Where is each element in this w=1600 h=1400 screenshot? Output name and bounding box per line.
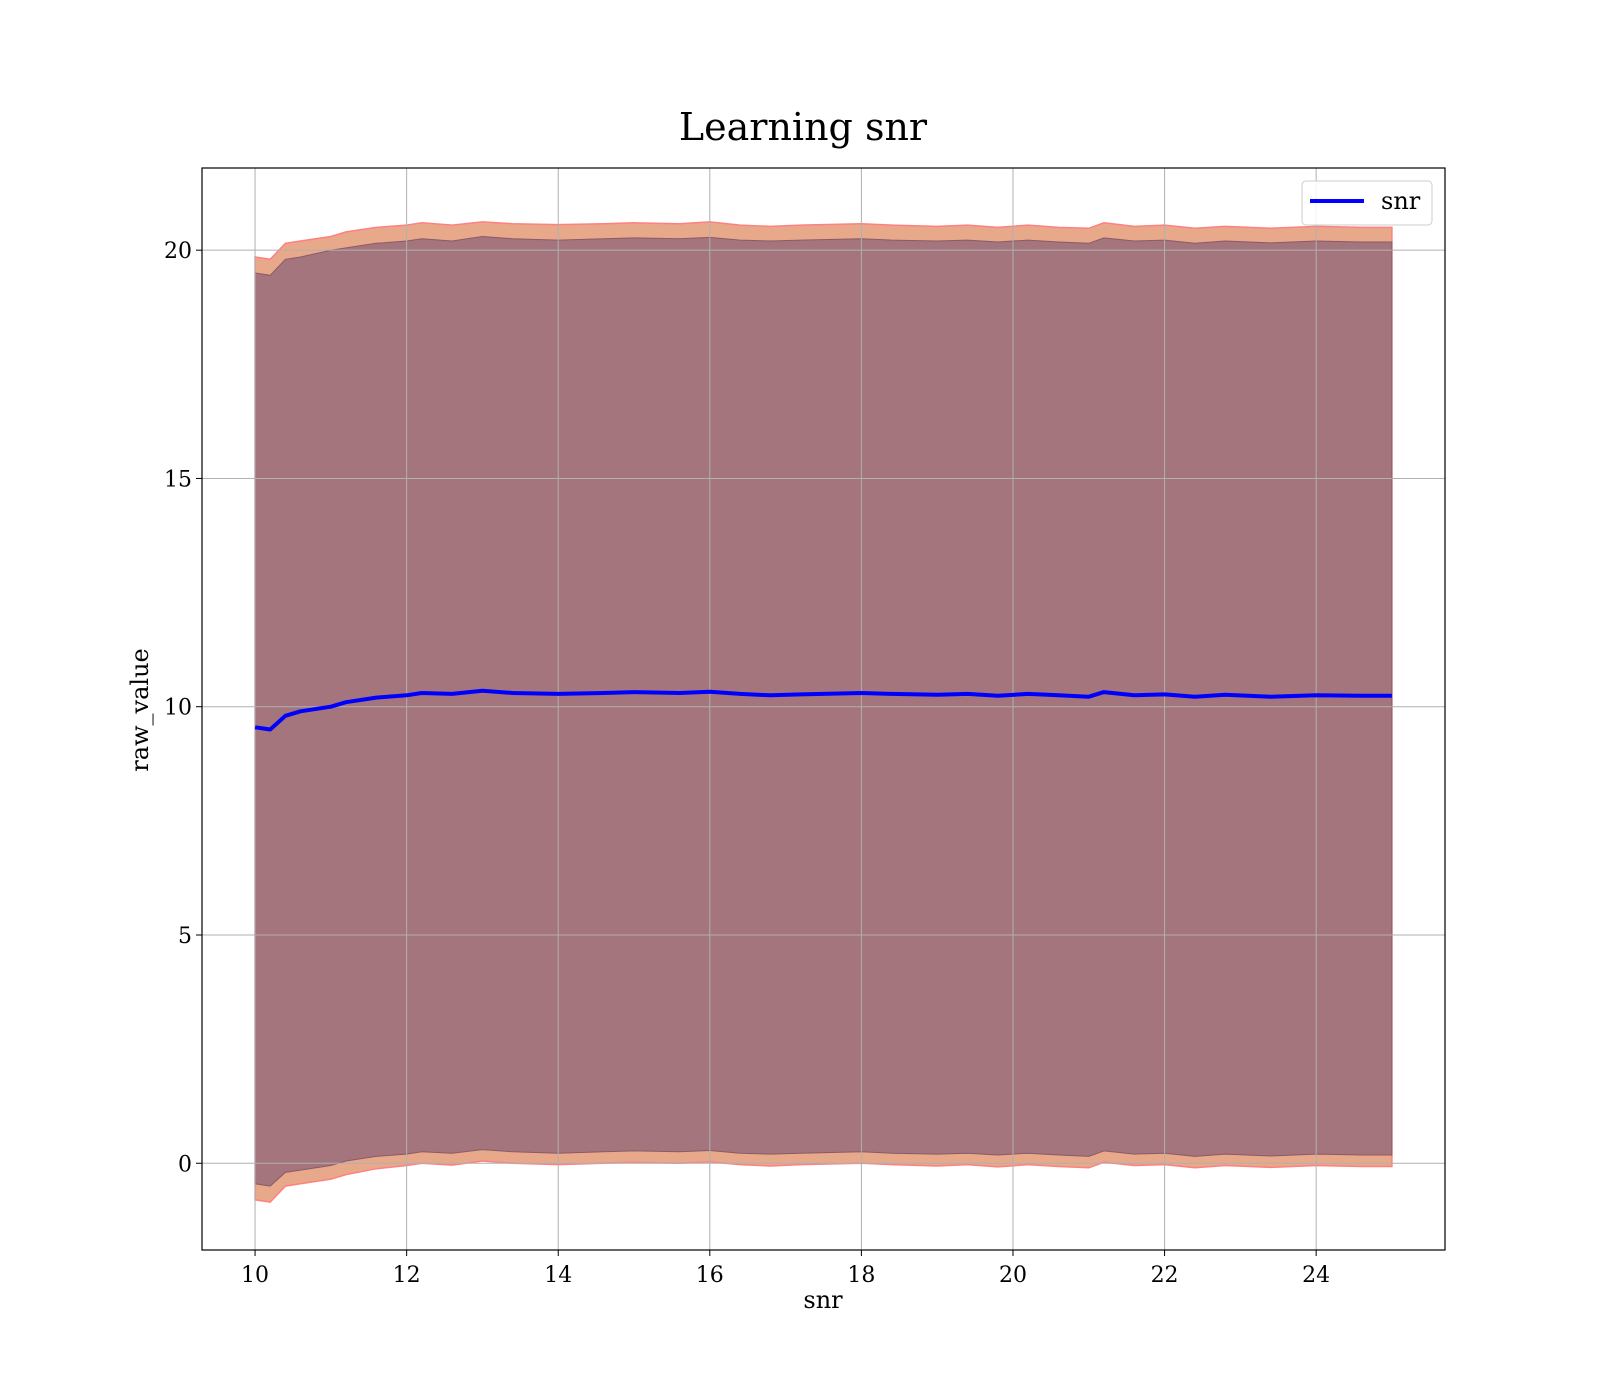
x-tick-label: 24 xyxy=(1302,1263,1330,1288)
y-tick-label: 5 xyxy=(178,924,192,949)
y-tick-label: 10 xyxy=(164,696,192,721)
x-tick-label: 16 xyxy=(696,1263,724,1288)
y-tick-label: 0 xyxy=(178,1152,192,1177)
legend-label-snr: snr xyxy=(1381,187,1421,215)
y-tick-label: 15 xyxy=(164,467,192,492)
x-axis-label: snr xyxy=(803,1286,843,1314)
line-layer xyxy=(254,688,1392,732)
x-tick-label: 22 xyxy=(1151,1263,1179,1288)
inner-band xyxy=(254,235,1393,1187)
x-ticks: 10 12 14 16 18 20 22 24 xyxy=(241,1250,1330,1288)
series-line-snr xyxy=(254,688,1392,732)
x-tick-label: 18 xyxy=(847,1263,875,1288)
bands xyxy=(254,221,1393,1203)
chart-title: Learning snr xyxy=(679,105,928,149)
legend: snr xyxy=(1301,180,1433,226)
x-tick-label: 12 xyxy=(393,1263,421,1288)
x-tick-label: 20 xyxy=(999,1263,1027,1288)
plot-frame xyxy=(201,167,1446,1251)
legend-box xyxy=(1301,180,1433,226)
y-tick-label: 20 xyxy=(164,239,192,264)
x-tick-label: 14 xyxy=(544,1263,572,1288)
grid xyxy=(202,168,1445,1250)
y-ticks: 0 5 10 15 20 xyxy=(164,239,202,1177)
y-axis-label: raw_value xyxy=(126,648,154,772)
x-tick-label: 10 xyxy=(241,1263,269,1288)
